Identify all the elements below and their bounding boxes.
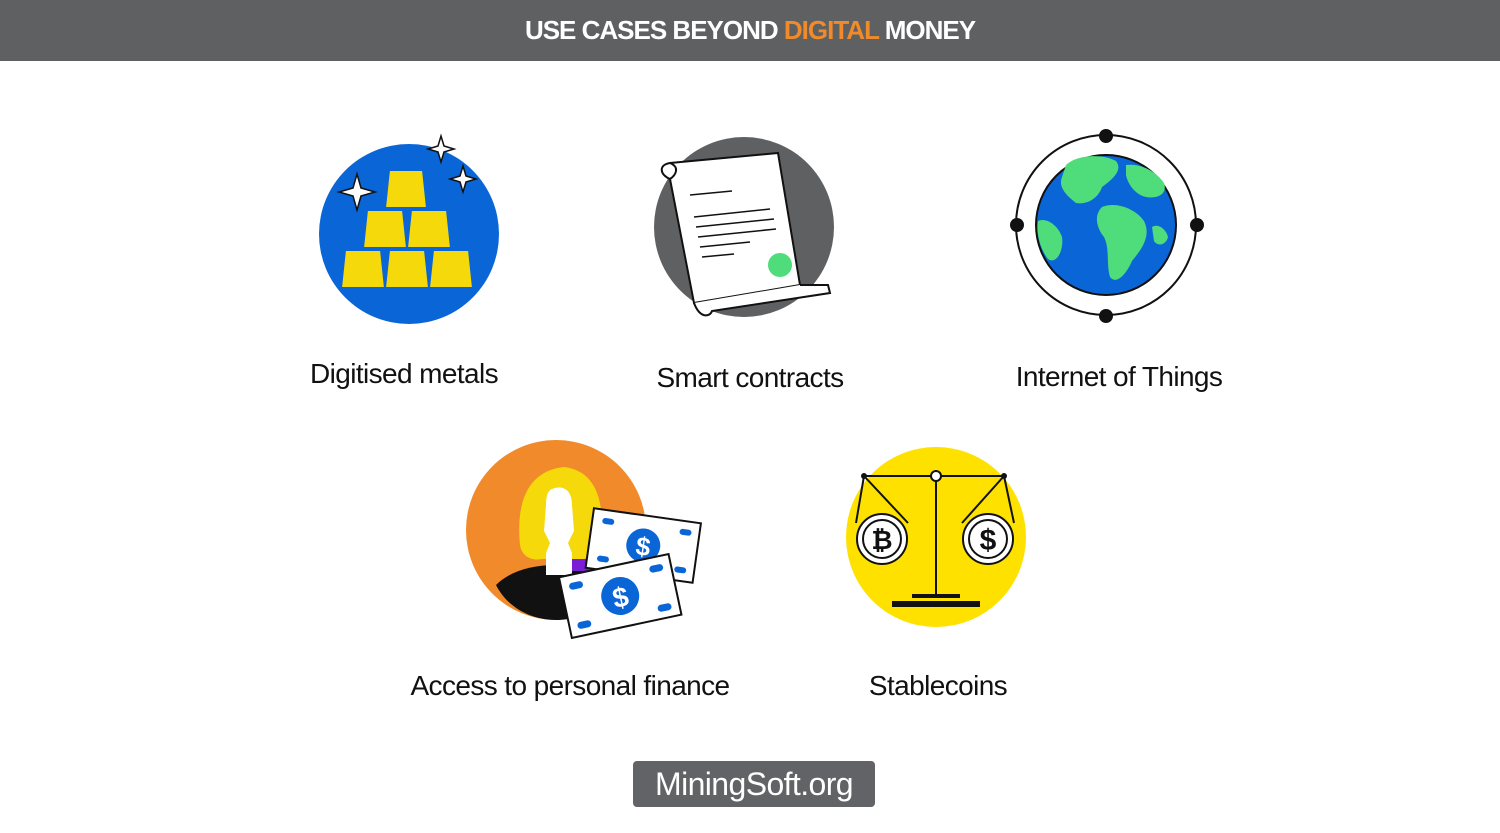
title-accent: DIGITAL: [783, 15, 880, 45]
use-case-label: Stablecoins: [868, 670, 1008, 701]
use-case-label: Digitised metals: [309, 358, 499, 389]
person-with-money-icon: $ $: [466, 440, 703, 640]
gold-bars-icon: [319, 133, 499, 324]
use-case-label: Smart contracts: [656, 362, 844, 393]
title-part: USE CASES BEYOND: [524, 15, 784, 45]
svg-text:$: $: [634, 531, 653, 563]
svg-text:₿: ₿: [871, 526, 892, 556]
use-case-label: Internet of Things: [1015, 361, 1223, 392]
svg-text:$: $: [610, 581, 632, 615]
brand-badge: MiningSoft.org: [633, 761, 875, 807]
page-title: USE CASES BEYOND DIGITAL MONEY: [524, 15, 976, 46]
contract-document-icon: [654, 137, 834, 317]
svg-text:$: $: [980, 524, 997, 557]
globe-icon: [1010, 129, 1204, 323]
use-case-label: Access to personal finance: [410, 670, 730, 701]
header-bar: USE CASES BEYOND DIGITAL MONEY: [0, 0, 1500, 61]
balance-scale-icon: ₿ $: [846, 447, 1026, 627]
title-part: MONEY: [878, 15, 976, 45]
